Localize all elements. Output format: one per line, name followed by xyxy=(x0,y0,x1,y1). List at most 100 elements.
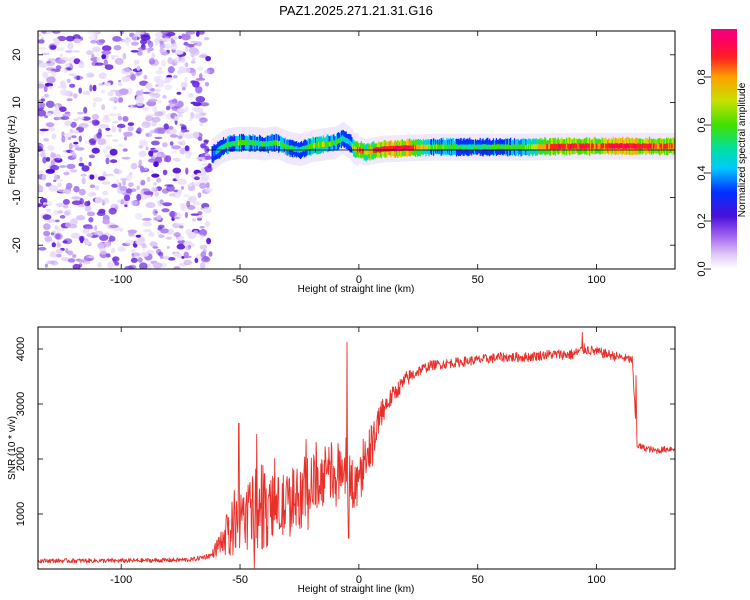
track-core xyxy=(419,145,421,151)
track-core xyxy=(502,144,504,150)
track-core xyxy=(541,144,543,150)
noise-blob xyxy=(83,106,88,114)
track-core xyxy=(639,143,641,149)
colorbar-tick-label: 0.6 xyxy=(696,117,708,132)
track-core xyxy=(316,142,318,148)
noise-blob xyxy=(89,174,95,180)
noise-blob xyxy=(88,35,97,40)
noise-blob xyxy=(92,97,103,102)
noise-blob xyxy=(102,191,109,196)
track-core xyxy=(259,141,261,147)
noise-blob xyxy=(143,74,148,80)
track-core xyxy=(389,146,391,152)
track-core xyxy=(668,143,670,149)
track-core xyxy=(413,144,415,150)
noise-blob xyxy=(40,151,46,158)
track-core xyxy=(390,145,392,151)
noise-blob xyxy=(138,139,148,147)
noise-blob xyxy=(177,178,187,185)
track-core xyxy=(575,143,577,149)
track-core xyxy=(387,146,389,152)
noise-blob xyxy=(45,168,55,174)
noise-blob xyxy=(89,184,96,189)
track-core xyxy=(400,145,402,151)
track-core xyxy=(584,144,586,150)
track-core xyxy=(582,143,584,149)
noise-blob xyxy=(200,262,206,269)
noise-blob xyxy=(203,155,213,160)
noise-blob xyxy=(44,236,52,242)
noise-blob xyxy=(70,92,74,97)
noise-blob xyxy=(38,185,44,192)
track-core xyxy=(503,144,505,150)
noise-blob xyxy=(130,104,134,109)
track-core xyxy=(560,143,562,149)
noise-blob xyxy=(86,211,96,217)
track-core xyxy=(392,145,394,151)
noise-blob xyxy=(123,67,131,72)
track-core xyxy=(252,140,254,146)
noise-blob xyxy=(118,88,129,95)
spectrogram-y-label: Frequency (Hz) xyxy=(7,116,18,185)
track-core xyxy=(593,143,595,149)
noise-blob xyxy=(124,204,128,208)
noise-blob xyxy=(127,125,134,132)
track-core xyxy=(626,143,628,149)
track-core xyxy=(657,144,659,150)
noise-blob xyxy=(161,80,171,84)
noise-blob xyxy=(91,113,100,120)
track-core xyxy=(445,144,447,150)
track-core xyxy=(497,144,499,150)
track-core xyxy=(618,143,620,149)
noise-blob xyxy=(161,208,170,213)
track-core xyxy=(277,140,279,147)
noise-blob xyxy=(151,116,161,123)
track-core xyxy=(397,145,400,151)
track-core xyxy=(363,148,365,155)
track-core xyxy=(586,143,588,149)
noise-blob xyxy=(78,61,85,69)
track-core xyxy=(426,144,428,150)
track-core xyxy=(263,141,265,147)
noise-blob xyxy=(102,117,112,124)
track-core xyxy=(455,144,458,150)
track-core xyxy=(273,140,275,146)
track-core xyxy=(661,144,663,150)
track-core xyxy=(522,144,524,150)
track-core xyxy=(248,139,250,146)
track-core xyxy=(340,136,342,142)
track-core xyxy=(524,144,526,150)
noise-blob xyxy=(140,165,145,173)
noise-blob xyxy=(126,188,133,194)
track-core xyxy=(553,143,555,149)
track-core xyxy=(659,143,661,149)
track-core xyxy=(227,142,229,148)
track-core xyxy=(427,144,429,150)
track-core xyxy=(361,148,363,154)
track-core xyxy=(301,146,303,152)
track-core xyxy=(487,145,489,151)
track-core xyxy=(513,144,515,150)
noise-blob xyxy=(184,62,189,68)
track-core xyxy=(276,139,278,145)
track-core xyxy=(557,143,559,149)
track-core xyxy=(600,143,602,149)
noise-blob xyxy=(85,72,95,78)
noise-blob xyxy=(183,251,189,258)
track-core xyxy=(491,144,493,151)
noise-blob xyxy=(67,250,74,256)
noise-blob xyxy=(52,108,61,117)
track-core xyxy=(468,144,470,150)
noise-blob xyxy=(152,246,159,249)
track-core xyxy=(365,149,367,156)
track-core xyxy=(355,146,357,153)
track-core xyxy=(416,144,419,150)
noise-blob xyxy=(85,255,89,259)
track-core xyxy=(360,147,362,154)
track-core xyxy=(403,145,405,151)
noise-blob xyxy=(193,176,200,181)
noise-blob xyxy=(69,128,74,134)
track-core xyxy=(650,143,652,149)
noise-blob xyxy=(73,58,81,65)
track-core xyxy=(509,145,511,151)
